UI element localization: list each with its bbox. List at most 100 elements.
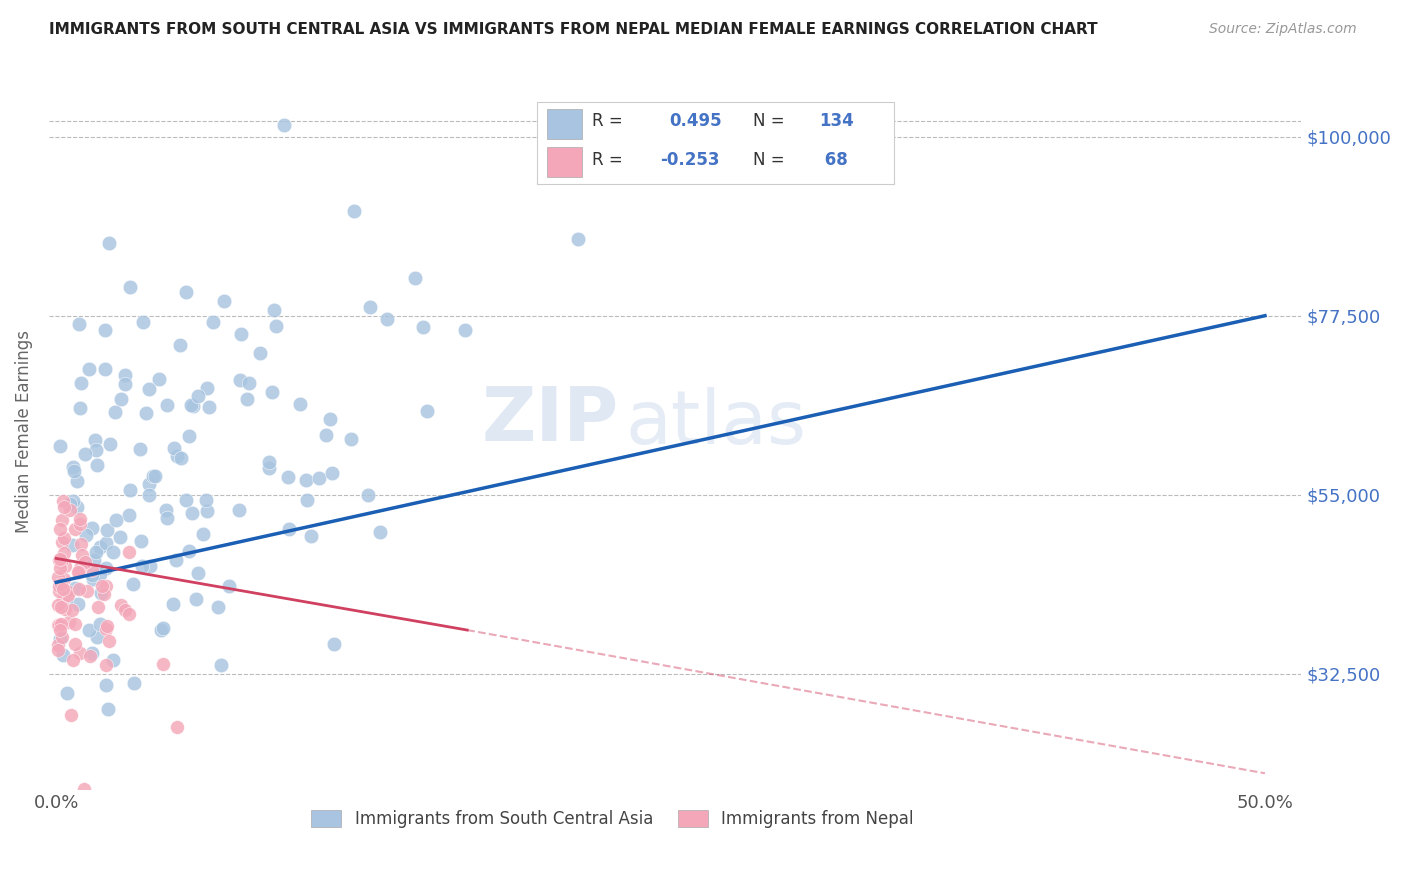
Point <box>62 653 84 667</box>
Point <box>80 520 103 534</box>
Point <box>52 546 75 560</box>
Text: 134: 134 <box>820 112 853 130</box>
Point <box>77 362 100 376</box>
Point <box>63 637 86 651</box>
Point <box>278 523 301 537</box>
Point <box>340 432 363 446</box>
Point <box>416 404 439 418</box>
Point <box>80 563 103 577</box>
Text: atlas: atlas <box>626 387 806 460</box>
Point <box>131 315 153 329</box>
Point <box>181 506 204 520</box>
Point <box>49 599 72 614</box>
Point <box>55 587 77 601</box>
Point <box>83 433 105 447</box>
Point <box>97 702 120 716</box>
Point <box>93 362 115 376</box>
Point <box>87 600 110 615</box>
FancyBboxPatch shape <box>537 102 894 184</box>
Point <box>101 544 124 558</box>
Point <box>79 649 101 664</box>
Point <box>56 686 79 700</box>
Point <box>49 632 72 647</box>
Point <box>89 617 111 632</box>
Point <box>299 529 322 543</box>
Point <box>118 280 141 294</box>
Point <box>155 502 177 516</box>
Point <box>49 552 72 566</box>
Point <box>257 455 280 469</box>
Point <box>128 442 150 456</box>
Point <box>52 648 75 663</box>
Point <box>201 315 224 329</box>
Text: Source: ZipAtlas.com: Source: ZipAtlas.com <box>1209 22 1357 37</box>
Point <box>63 581 86 595</box>
FancyBboxPatch shape <box>547 109 582 138</box>
Point <box>59 497 82 511</box>
Point <box>174 285 197 299</box>
Point <box>69 401 91 415</box>
Point <box>48 522 70 536</box>
Point <box>264 319 287 334</box>
Point <box>48 584 70 599</box>
Point <box>290 397 312 411</box>
Point <box>229 373 252 387</box>
Point <box>73 555 96 569</box>
Point <box>180 398 202 412</box>
Point <box>46 599 69 613</box>
Point <box>96 658 118 673</box>
Point <box>60 538 83 552</box>
Point <box>294 473 316 487</box>
Point <box>195 381 218 395</box>
Point <box>89 540 111 554</box>
Point <box>80 647 103 661</box>
FancyBboxPatch shape <box>547 147 582 178</box>
Point <box>142 468 165 483</box>
Point <box>169 337 191 351</box>
Point <box>166 553 188 567</box>
Point <box>55 594 77 608</box>
Point <box>48 560 70 574</box>
Point <box>110 392 132 406</box>
Point <box>49 556 72 570</box>
Point <box>191 526 214 541</box>
Point <box>453 323 475 337</box>
Point <box>63 464 86 478</box>
Point <box>368 524 391 539</box>
Point <box>51 617 73 632</box>
Point <box>96 677 118 691</box>
Point <box>76 584 98 599</box>
Point <box>195 504 218 518</box>
Point <box>149 624 172 638</box>
Point <box>139 558 162 573</box>
Point <box>114 377 136 392</box>
Point <box>62 493 84 508</box>
Point <box>63 522 86 536</box>
Point <box>177 543 200 558</box>
Point <box>69 511 91 525</box>
Point <box>181 399 204 413</box>
Point <box>187 566 209 580</box>
Point <box>67 597 90 611</box>
Point <box>152 657 174 671</box>
Point <box>152 621 174 635</box>
Text: ZIP: ZIP <box>481 384 619 457</box>
Point <box>51 630 73 644</box>
Point <box>67 565 90 579</box>
Point <box>138 488 160 502</box>
Point <box>59 503 82 517</box>
Point <box>67 582 90 597</box>
Point <box>52 582 75 596</box>
Point <box>83 553 105 567</box>
Text: 0.495: 0.495 <box>669 112 721 130</box>
Point <box>103 653 125 667</box>
Point <box>405 271 427 285</box>
Point <box>48 618 70 632</box>
Point <box>77 623 100 637</box>
Text: N =: N = <box>752 112 785 130</box>
Point <box>138 477 160 491</box>
Point <box>263 303 285 318</box>
Text: IMMIGRANTS FROM SOUTH CENTRAL ASIA VS IMMIGRANTS FROM NEPAL MEDIAN FEMALE EARNIN: IMMIGRANTS FROM SOUTH CENTRAL ASIA VS IM… <box>49 22 1098 37</box>
Point <box>46 618 69 632</box>
Point <box>166 449 188 463</box>
